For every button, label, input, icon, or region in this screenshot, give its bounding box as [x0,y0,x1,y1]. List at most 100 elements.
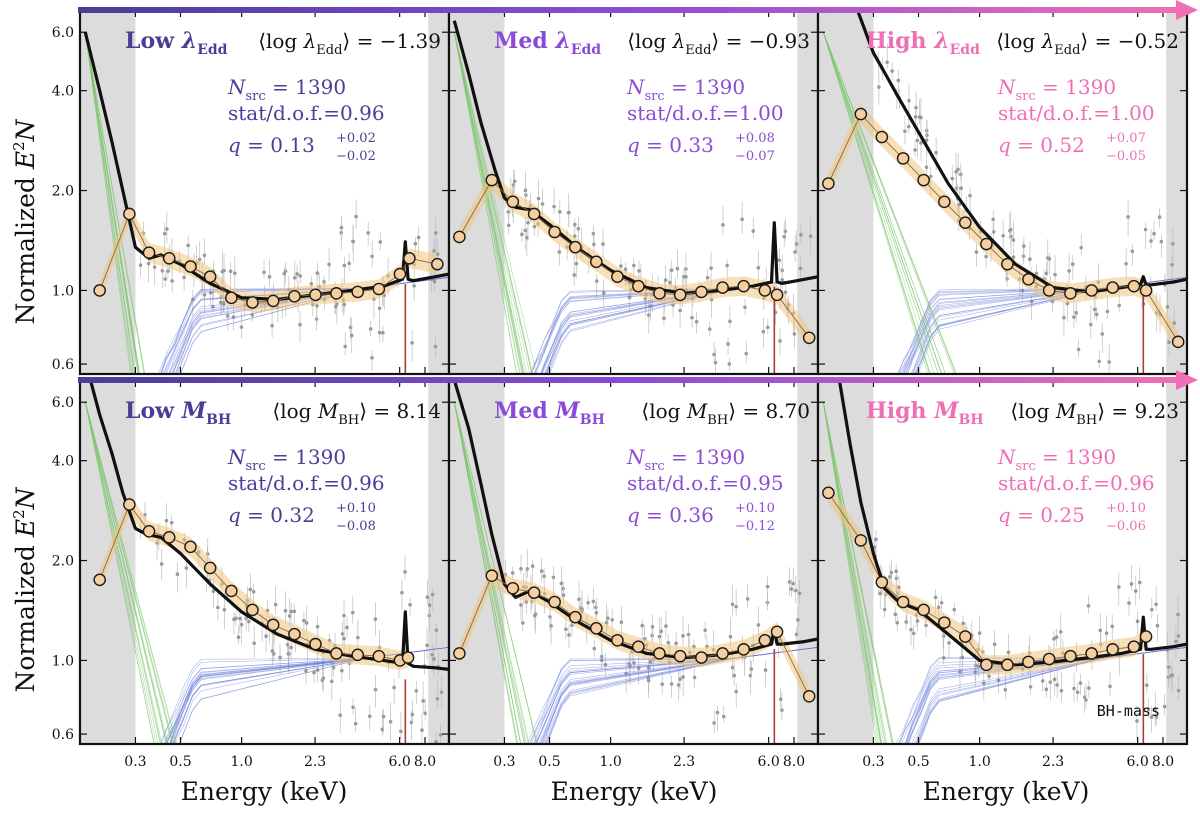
stacked-spectrum-point [1022,273,1035,286]
stacked-spectrum-line [828,492,1147,666]
source-point [783,290,788,295]
source-point [350,610,355,615]
source-point [298,274,302,278]
source-point [646,678,651,683]
source-point [273,602,278,607]
source-point [646,666,651,670]
source-point [765,325,770,330]
stacked-spectrum-point [184,540,197,554]
q-upper-error: +0.07 [1106,131,1146,146]
stacked-spectrum-point [203,270,217,284]
source-point [159,562,164,566]
stacked-spectrum-point [1022,655,1035,669]
source-point [222,608,227,612]
source-point [637,269,641,273]
source-point [532,613,537,618]
source-point [914,105,918,110]
source-point [175,572,180,577]
stacked-spectrum-point [246,603,259,617]
source-point [586,600,590,605]
source-count: Nsrc = 1390 [227,75,346,104]
excluded-band-high [1166,380,1187,744]
source-point [924,623,928,628]
source-point [782,234,786,239]
source-point [1079,245,1084,250]
panel-title: Low λEdd [125,28,228,58]
source-point [1129,582,1134,586]
source-point [377,306,382,311]
stacked-spectrum-point [225,291,238,305]
source-point [974,250,979,254]
stacked-spectrum-point [266,294,280,308]
stacked-spectrum-point [653,647,666,660]
source-point [890,69,894,73]
stacked-spectrum-point [958,216,972,230]
source-point [1110,624,1115,629]
source-point [1126,215,1130,219]
source-point [991,217,996,222]
individual-spectra-points [503,169,813,374]
x-tick-label: 0.5 [538,754,560,770]
source-point [681,634,685,638]
source-point [1052,677,1057,682]
source-point [924,138,929,142]
source-point [1149,239,1153,243]
stacked-spectrum-point [1127,279,1141,293]
y-tick-label: 1.0 [52,653,74,669]
source-point [780,278,784,282]
source-point [728,634,733,639]
source-point [1130,249,1135,254]
source-point [1108,684,1112,689]
stacked-spectrum-point [288,290,301,303]
source-point [660,682,664,686]
panel-title: High λEdd [866,28,980,58]
source-point [603,662,608,667]
stacked-spectrum-point [162,531,176,544]
source-point [1011,255,1016,259]
x-tick-label: 8.0 [1152,754,1174,770]
source-point [552,204,556,209]
source-point [646,313,651,317]
source-point [956,167,960,172]
source-point [356,635,360,640]
source-point [536,196,541,201]
q-lower-error: −0.05 [1106,149,1146,164]
source-point [798,266,803,271]
source-point [705,275,710,280]
source-point [1086,603,1091,608]
source-point [674,641,678,646]
source-point [894,569,898,574]
stacked-spectrum-point [1171,335,1185,349]
best-fit-model-line [837,380,1187,667]
stacked-spectrum-point [506,195,520,209]
source-point [322,280,326,284]
source-point [715,710,720,715]
source-point [778,697,783,702]
fit-statistic: stat/d.o.f.=0.96 [228,471,385,495]
source-point [1062,315,1066,320]
stacked-spectrum-point [266,618,280,632]
source-point [659,629,663,634]
source-point [761,329,766,334]
stacked-spectrum-point [1064,649,1077,663]
source-point [1006,650,1011,655]
source-point [1137,580,1142,585]
source-point [992,642,997,647]
stacked-spectrum-point [225,584,238,598]
source-point [289,645,293,650]
source-point [893,612,898,617]
source-point [1155,623,1160,628]
stacked-spectrum-point [770,288,784,302]
source-point [222,268,226,273]
q-upper-error: +0.08 [735,131,775,146]
stacked-spectrum-point [695,651,708,664]
source-point [941,634,946,638]
source-point [712,721,716,725]
panel-mean-value: ⟨log MBH⟩ = 8.70 [641,399,810,428]
y-tick-label: 6.0 [52,25,74,41]
y-axis-label-bottom: Normalized E2N [10,486,40,692]
x-tick-label: 0.3 [124,754,146,770]
q-lower-error: −0.02 [336,149,376,164]
source-point [915,138,920,143]
source-point [430,652,434,657]
